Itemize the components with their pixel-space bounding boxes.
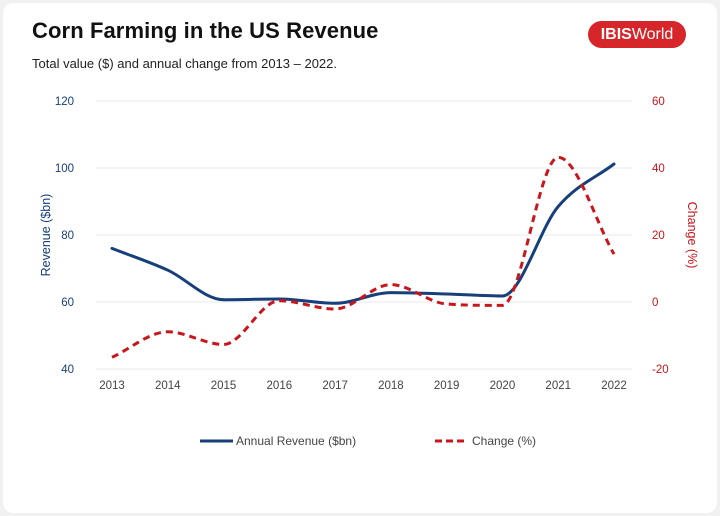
revenue-point xyxy=(445,292,448,295)
revenue-point xyxy=(166,269,169,272)
y-left-tick-label: 80 xyxy=(61,230,74,242)
y-left-tick-label: 60 xyxy=(61,297,74,309)
x-tick-label: 2021 xyxy=(545,380,571,392)
revenue-point xyxy=(111,247,114,250)
chart-subtitle: Total value ($) and annual change from 2… xyxy=(32,56,337,71)
revenue-point xyxy=(222,298,225,301)
x-tick-label: 2022 xyxy=(601,380,627,392)
revenue-point xyxy=(501,294,504,297)
y-right-tick-label: 40 xyxy=(652,163,665,175)
revenue-point xyxy=(334,302,337,305)
y-right-tick-label: 0 xyxy=(652,297,658,309)
change-point xyxy=(613,253,616,256)
change-series-line xyxy=(111,155,616,359)
change-point xyxy=(222,343,225,346)
change-point xyxy=(445,303,448,306)
y-right-tick-label: 60 xyxy=(652,96,665,108)
y-left-tick-label: 120 xyxy=(55,96,74,108)
brand-rest: World xyxy=(631,26,674,43)
ibisworld-logo: IBISWorld xyxy=(588,21,686,48)
chart-card xyxy=(3,3,717,513)
x-tick-label: 2017 xyxy=(322,380,348,392)
change-point xyxy=(557,156,560,159)
revenue-point xyxy=(613,162,616,165)
chart-title: Corn Farming in the US Revenue xyxy=(32,18,379,43)
change-point xyxy=(334,308,337,311)
revenue-series-line xyxy=(110,162,616,305)
y-right-tick-label: 20 xyxy=(652,230,665,242)
revenue-point xyxy=(557,205,560,208)
x-tick-label: 2014 xyxy=(155,380,181,392)
y-left-tick-label: 100 xyxy=(55,163,74,175)
revenue-point xyxy=(389,291,392,294)
y-left-tick-label: 40 xyxy=(61,364,74,376)
change-point xyxy=(501,304,504,307)
x-tick-label: 2016 xyxy=(267,380,293,392)
change-point xyxy=(111,356,114,359)
y-right-axis-title: Change (%) xyxy=(685,202,699,269)
x-tick-label: 2013 xyxy=(99,380,125,392)
y-right-tick-label: -20 xyxy=(652,364,669,376)
x-tick-label: 2020 xyxy=(490,380,516,392)
brand-bold: IBIS xyxy=(600,26,632,43)
change-point xyxy=(389,283,392,286)
x-tick-label: 2018 xyxy=(378,380,404,392)
change-point xyxy=(166,330,169,333)
x-tick-label: 2015 xyxy=(211,380,237,392)
y-left-axis-title: Revenue ($bn) xyxy=(39,194,53,277)
legend-change-label: Change (%) xyxy=(472,434,536,448)
legend-revenue-label: Annual Revenue ($bn) xyxy=(236,434,356,448)
change-point xyxy=(278,299,281,302)
x-tick-label: 2019 xyxy=(434,380,460,392)
